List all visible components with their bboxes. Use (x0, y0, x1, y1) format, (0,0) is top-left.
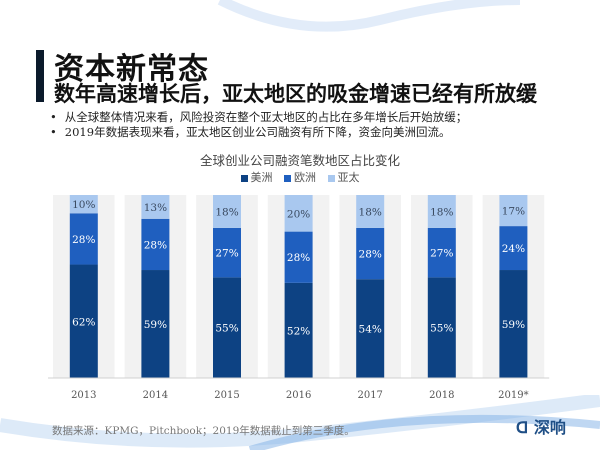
bar-segment (69, 195, 98, 214)
data-label: 59% (144, 319, 167, 331)
data-label: 20% (287, 208, 310, 220)
data-label: 28% (359, 249, 382, 261)
data-label: 17% (502, 206, 525, 218)
bar-segment (141, 270, 170, 378)
bullet-item: 2019年数据表现来看，亚太地区创业公司融资有所下降，资金向美洲回流。 (50, 125, 467, 140)
bar-segment (213, 227, 241, 278)
bar-segment (499, 195, 528, 227)
page-title: 资本新常态 (54, 52, 209, 87)
x-tick-label: 2014 (143, 390, 168, 401)
legend-label: 欧洲 (294, 171, 316, 184)
x-tick-label: 2016 (286, 390, 311, 401)
bar-segment (213, 277, 241, 378)
data-label: 10% (72, 199, 95, 211)
legend-item-europe: 欧洲 (284, 171, 316, 184)
bar-segment (69, 213, 98, 265)
data-label: 55% (215, 323, 238, 335)
bar-segment (499, 270, 528, 378)
bar-segment (284, 231, 313, 283)
legend-label: 美洲 (250, 171, 273, 184)
legend-swatch (240, 174, 248, 182)
legend-item-americas: 美洲 (240, 171, 273, 184)
bar-segment (141, 218, 170, 271)
brand-logo: ᗡ 深响 (516, 418, 566, 437)
data-label: 59% (502, 319, 525, 331)
logo-text: 深响 (533, 418, 566, 437)
data-label: 13% (144, 202, 167, 214)
bar-segment (427, 227, 456, 278)
legend-swatch (284, 174, 291, 182)
bar-segment (356, 279, 385, 378)
bar-segment (427, 195, 456, 228)
data-label: 55% (430, 323, 453, 335)
bar-segment (284, 282, 313, 378)
data-label: 18% (430, 206, 453, 218)
chart-legend: 美洲 欧洲 亚太 (0, 169, 600, 185)
x-tick-label: 2017 (357, 390, 382, 401)
page-subtitle: 数年高速增长后，亚太地区的吸金增速已经有所放缓 (54, 81, 537, 106)
x-tick-label: 2013 (71, 390, 96, 401)
x-tick-label: 2019* (498, 390, 528, 401)
bar-segment (356, 195, 385, 228)
data-label: 52% (287, 325, 310, 337)
bar-segment (284, 195, 313, 232)
data-label: 18% (359, 206, 382, 218)
data-label: 18% (215, 206, 238, 218)
bar-segment (213, 195, 241, 228)
bar-segment (356, 227, 385, 280)
data-label: 28% (72, 234, 95, 246)
data-label: 27% (215, 248, 238, 260)
bullet-list: 从全球整体情况来看，风险投资在整个亚太地区的占比在多年增长后开始放缓； 2019… (50, 110, 468, 140)
bar-segment (69, 264, 98, 378)
data-label: 27% (430, 248, 453, 260)
legend-label: 亚太 (337, 171, 360, 184)
data-label: 28% (287, 252, 310, 264)
data-source-note: 数据来源：KPMG，Pitchbook；2019年数据截止到第三季度。 (52, 425, 355, 437)
bar-segment (427, 277, 456, 378)
bullet-item: 从全球整体情况来看，风险投资在整个亚太地区的占比在多年增长后开始放缓； (50, 110, 468, 125)
data-label: 54% (359, 324, 382, 336)
data-label: 28% (144, 239, 167, 251)
data-label: 24% (502, 243, 525, 255)
chart-title: 全球创业公司融资笔数地区占比变化 (199, 153, 400, 168)
x-tick-label: 2015 (214, 390, 239, 401)
bar-segment (141, 195, 170, 219)
legend-item-apac: 亚太 (327, 171, 360, 184)
x-tick-label: 2018 (429, 390, 454, 401)
legend-swatch (327, 174, 335, 182)
data-label: 62% (72, 316, 95, 328)
title-accent-bar (36, 50, 44, 102)
bar-segment (499, 226, 528, 271)
